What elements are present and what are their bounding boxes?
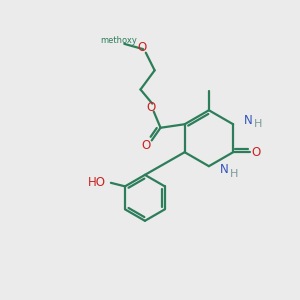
Text: methoxy: methoxy — [100, 36, 137, 45]
Text: O: O — [146, 101, 156, 114]
Text: HO: HO — [88, 176, 106, 189]
Text: N: N — [220, 163, 229, 176]
Text: H: H — [254, 118, 263, 129]
Text: O: O — [138, 41, 147, 54]
Text: N: N — [244, 114, 253, 127]
Text: O: O — [252, 146, 261, 159]
Text: H: H — [230, 169, 238, 179]
Text: O: O — [141, 139, 150, 152]
